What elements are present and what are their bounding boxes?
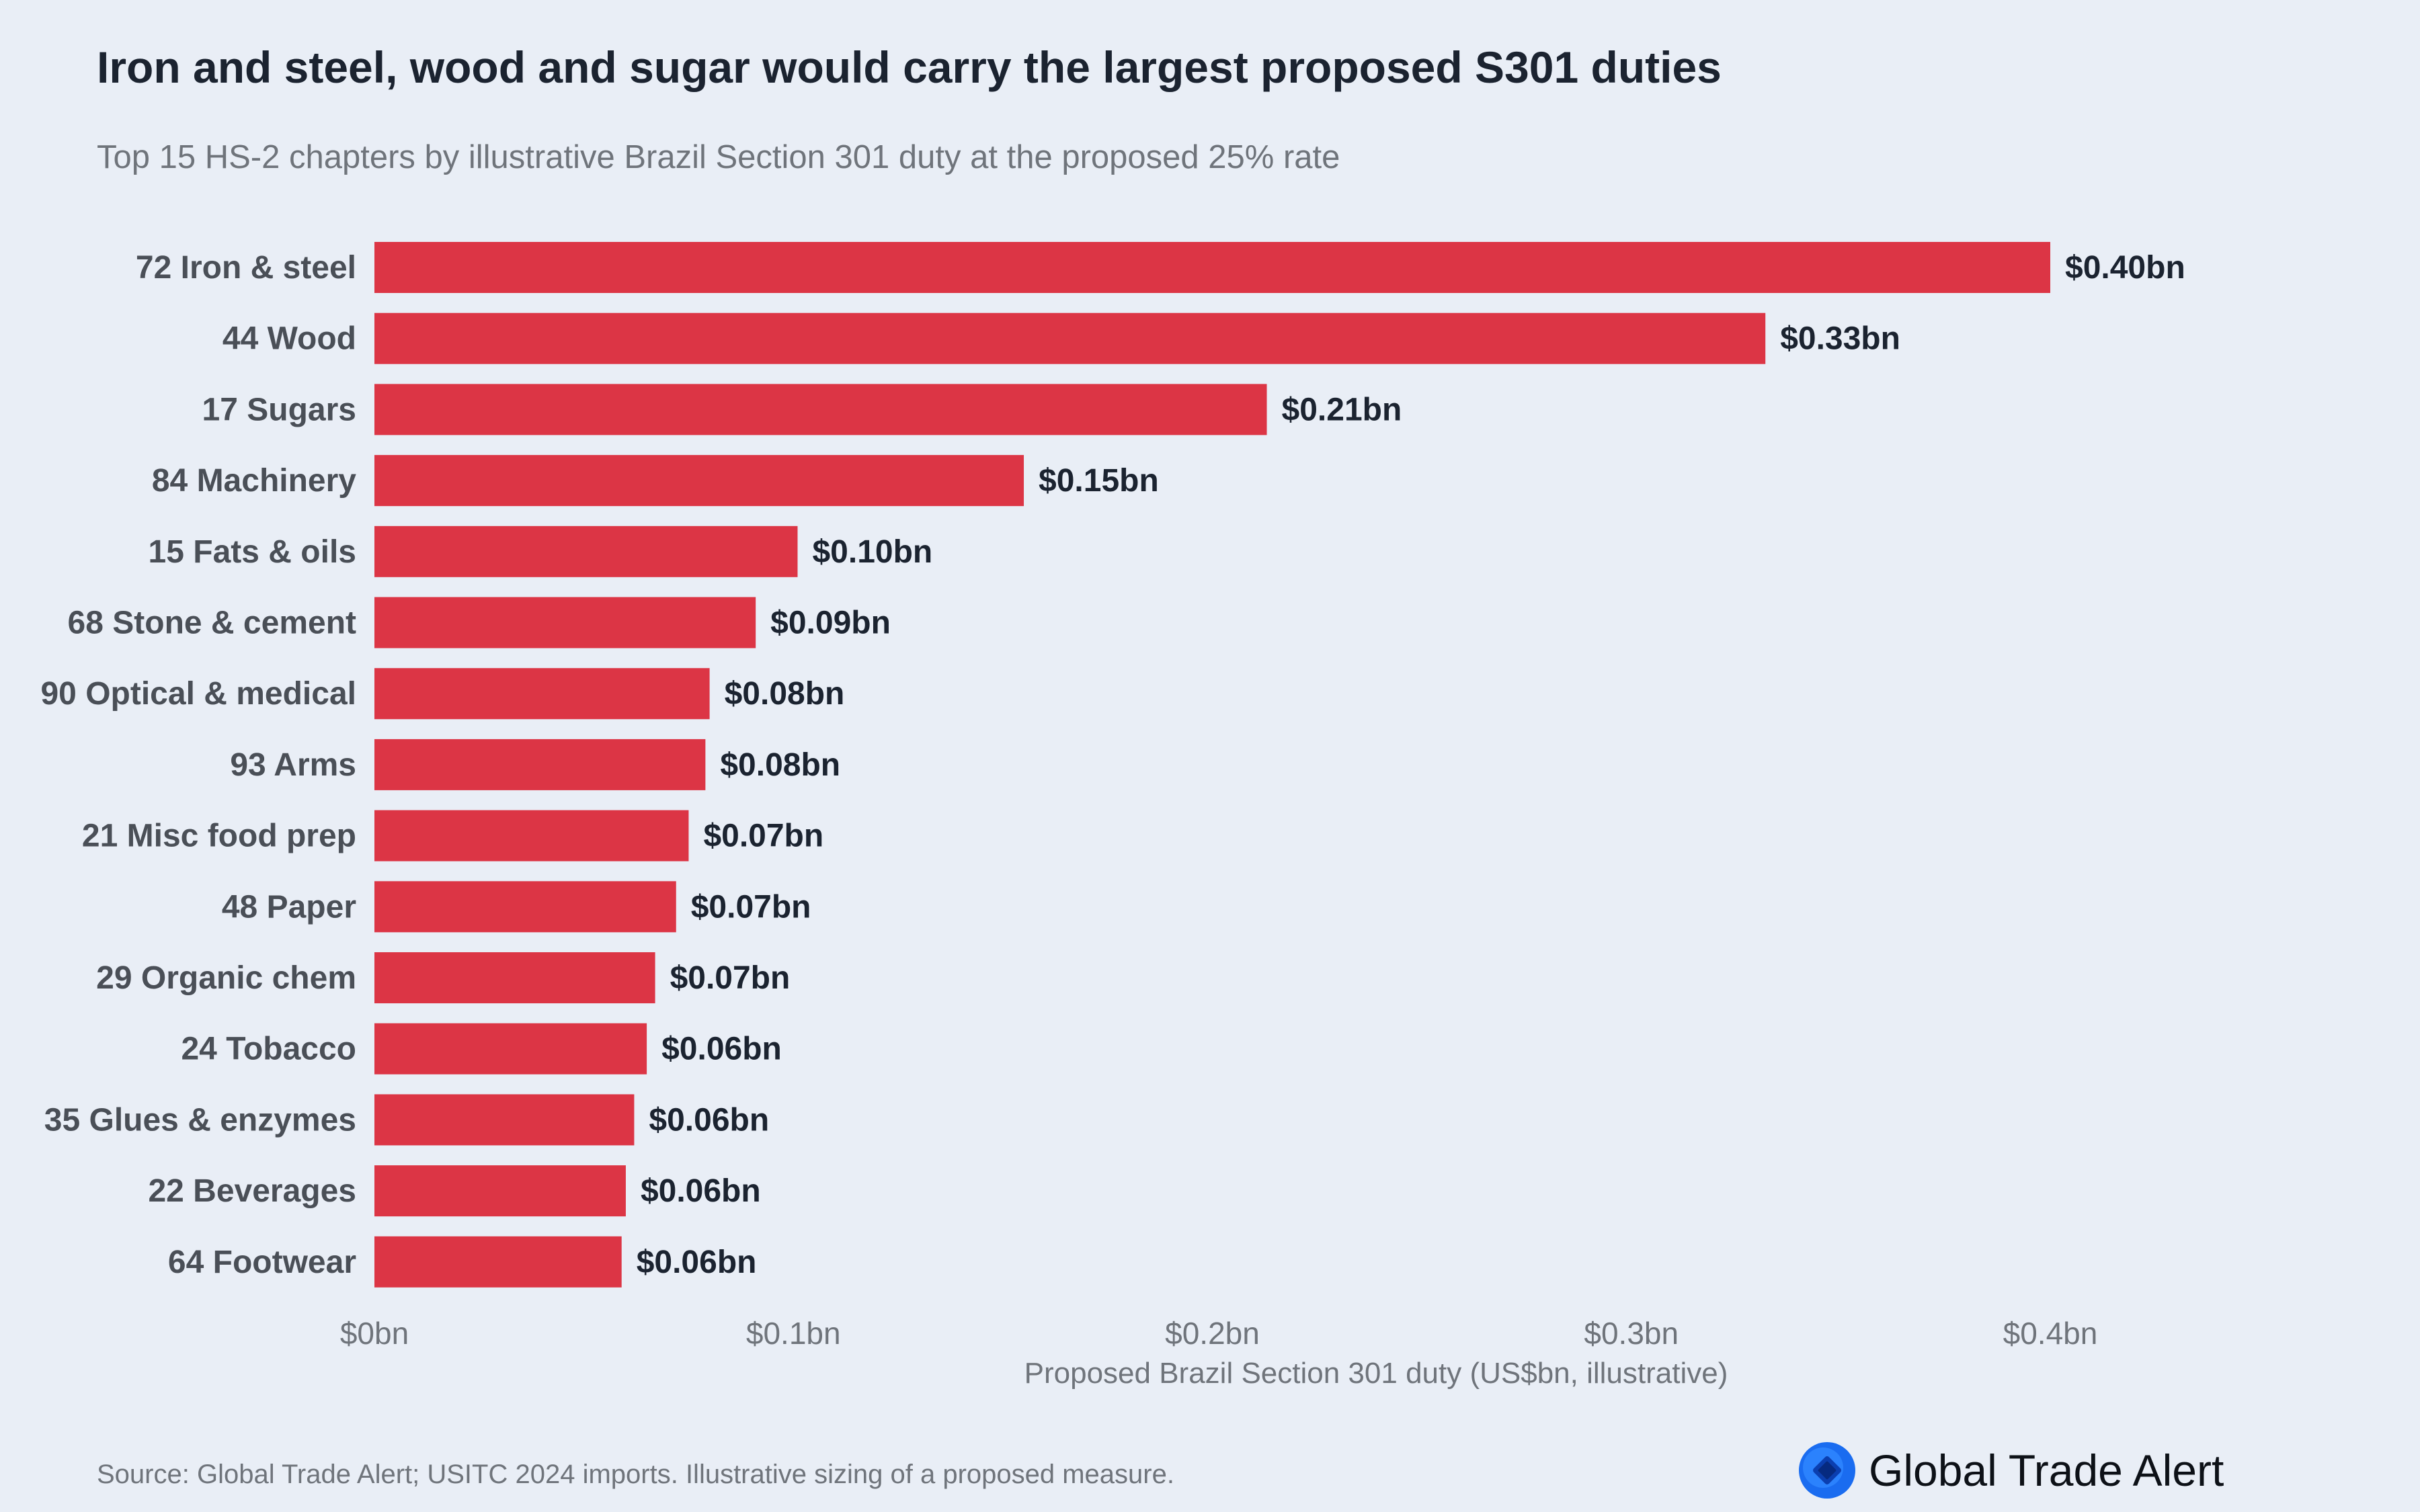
bar — [374, 810, 689, 862]
value-label: $0.06bn — [649, 1102, 769, 1138]
category-label: 21 Misc food prep — [82, 818, 356, 854]
bar — [374, 526, 798, 577]
bar — [374, 1236, 622, 1288]
bar — [374, 1023, 647, 1075]
bar — [374, 312, 1766, 364]
category-label: 64 Footwear — [168, 1245, 356, 1280]
bar — [374, 1165, 626, 1217]
value-label: $0.07bn — [691, 889, 811, 925]
value-label: $0.33bn — [1780, 321, 1900, 357]
bar — [374, 1094, 635, 1146]
value-label: $0.10bn — [812, 534, 932, 570]
x-tick-label: $0.4bn — [2003, 1316, 2098, 1351]
category-label: 24 Tobacco — [181, 1032, 356, 1067]
category-label: 35 Glues & enzymes — [44, 1102, 356, 1138]
chart-subtitle: Top 15 HS-2 chapters by illustrative Bra… — [97, 139, 1340, 175]
x-tick-label: $0.1bn — [746, 1316, 841, 1351]
source-note: Source: Global Trade Alert; USITC 2024 i… — [97, 1460, 1174, 1489]
category-label: 44 Wood — [223, 321, 356, 357]
category-label: 68 Stone & cement — [68, 605, 356, 641]
category-labels-group: 72 Iron & steel 44 Wood 17 Sugars 84 Machin… — [40, 250, 356, 1280]
x-axis-title: Proposed Brazil Section 301 duty (US$bn,… — [1024, 1357, 1728, 1390]
category-label: 93 Arms — [230, 747, 356, 783]
value-label: $0.07bn — [703, 818, 823, 854]
value-label: $0.40bn — [2065, 250, 2185, 286]
bars-group — [374, 242, 2050, 1288]
x-tick-label: $0.2bn — [1165, 1316, 1260, 1351]
category-label: 29 Organic chem — [96, 960, 356, 996]
brand-name: Global Trade Alert — [1869, 1445, 2224, 1495]
category-label: 22 Beverages — [148, 1173, 356, 1209]
value-label: $0.15bn — [1039, 463, 1159, 499]
x-tick-label: $0.3bn — [1584, 1316, 1679, 1351]
value-label: $0.06bn — [661, 1032, 782, 1067]
category-label: 90 Optical & medical — [40, 676, 356, 712]
value-label: $0.08bn — [725, 676, 845, 712]
value-label: $0.09bn — [770, 605, 891, 641]
value-labels-group: $0.40bn $0.33bn $0.21bn $0.15bn $0.10bn $0.09… — [637, 250, 2185, 1280]
x-axis-ticks-group: $0bn $0.1bn $0.2bn $0.3bn $0.4bn — [340, 1316, 2098, 1351]
bar — [374, 952, 655, 1003]
value-label: $0.06bn — [641, 1173, 761, 1209]
bar — [374, 597, 756, 648]
value-label: $0.06bn — [637, 1245, 757, 1280]
bar — [374, 242, 2050, 293]
category-label: 17 Sugars — [202, 392, 356, 427]
category-label: 84 Machinery — [152, 463, 356, 499]
category-label: 15 Fats & oils — [149, 534, 356, 570]
brand-logo-lockup: Global Trade Alert — [1796, 1438, 2224, 1503]
value-label: $0.08bn — [720, 747, 840, 783]
bar — [374, 668, 710, 720]
chart-title: Iron and steel, wood and sugar would car… — [97, 42, 1722, 92]
value-label: $0.07bn — [670, 960, 791, 996]
value-label: $0.21bn — [1282, 392, 1402, 427]
category-label: 72 Iron & steel — [136, 250, 356, 286]
category-label: 48 Paper — [222, 889, 356, 925]
bar — [374, 881, 676, 933]
bar — [374, 384, 1267, 435]
bar — [374, 455, 1024, 507]
bar — [374, 739, 706, 790]
x-tick-label: $0bn — [340, 1316, 409, 1351]
globe-icon — [1799, 1442, 1855, 1499]
